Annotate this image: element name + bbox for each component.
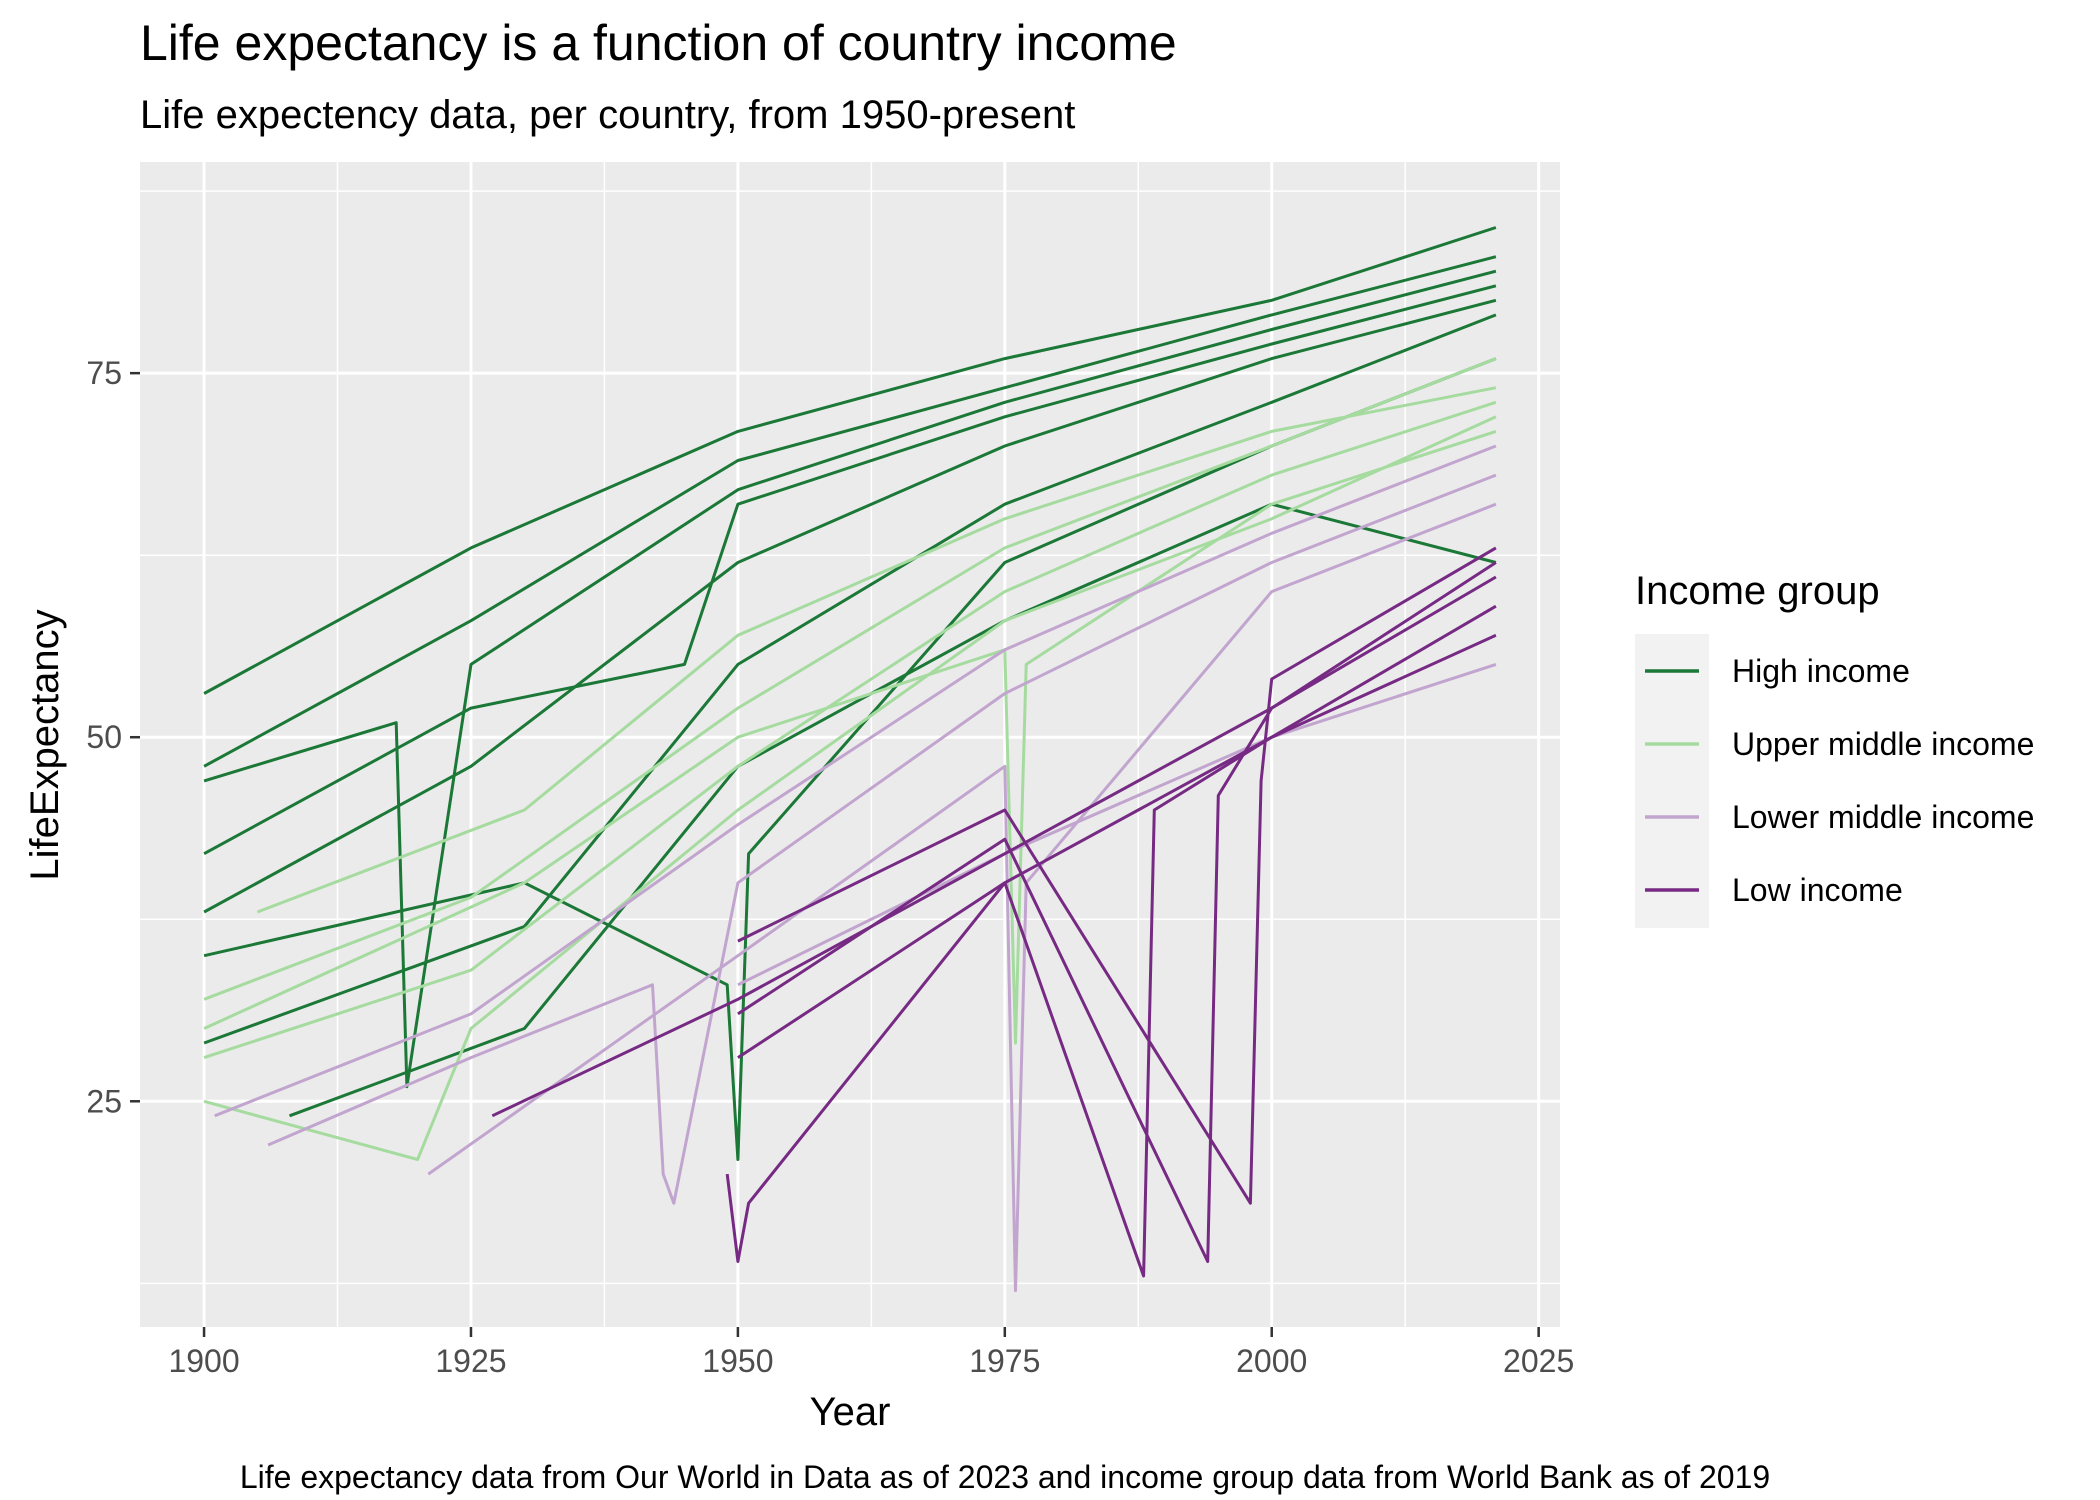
x-tick-label-3: 1975 (969, 1343, 1040, 1379)
x-tick-label-2: 1950 (702, 1343, 773, 1379)
series-line-11 (203, 429, 1497, 1045)
series-line-18 (725, 604, 1497, 1263)
x-tick-label-4: 2000 (1236, 1343, 1307, 1379)
series-line-14 (267, 473, 1497, 1205)
y-axis: 25 50 75 (86, 355, 140, 1119)
series-line-12 (256, 386, 1497, 914)
series-line-3 (203, 284, 1497, 856)
legend-key-background (1635, 634, 1709, 928)
legend-title: Income group (1635, 569, 1880, 613)
series-lines (203, 226, 1497, 1293)
series-line-5 (203, 313, 1497, 1045)
series-line-1 (203, 255, 1497, 768)
series-line-9 (203, 400, 1497, 1060)
legend-label-1: Upper middle income (1732, 726, 2034, 762)
chart-title: Life expectancy is a function of country… (140, 15, 1177, 71)
y-tick-label-0: 25 (86, 1083, 122, 1119)
series-line-13 (214, 444, 1497, 1118)
minor-gridlines (140, 162, 1560, 1327)
legend-label-0: High income (1732, 653, 1910, 689)
legend-label-2: Lower middle income (1732, 799, 2034, 835)
chart-subtitle: Life expectency data, per country, from … (140, 93, 1075, 137)
series-line-15 (427, 502, 1497, 1293)
series-line-4 (203, 298, 1497, 914)
series-line-16 (737, 662, 1497, 987)
x-tick-label-0: 1900 (168, 1343, 239, 1379)
series-line-17 (491, 561, 1497, 1118)
legend-label-3: Low income (1732, 872, 1903, 908)
series-line-21 (737, 546, 1497, 1205)
series-line-6 (203, 357, 1497, 1161)
series-line-8 (203, 357, 1497, 1001)
series-line-2 (203, 269, 1497, 1089)
series-line-10 (203, 415, 1497, 1161)
x-axis: 1900 1925 1950 1975 2000 2025 (168, 1327, 1574, 1379)
x-tick-label-5: 2025 (1503, 1343, 1574, 1379)
y-tick-label-1: 50 (86, 719, 122, 755)
legend: Income group High income Upper middle inc… (1635, 569, 2034, 928)
x-tick-label-1: 1925 (435, 1343, 506, 1379)
y-tick-label-2: 75 (86, 355, 122, 391)
y-axis-label: LifeExpectancy (23, 609, 67, 880)
series-line-20 (737, 575, 1497, 1263)
chart-caption: Life expectancy data from Our World in D… (240, 1459, 1770, 1495)
plot-panel (140, 162, 1560, 1327)
series-line-0 (203, 226, 1497, 695)
x-axis-label: Year (810, 1390, 891, 1434)
